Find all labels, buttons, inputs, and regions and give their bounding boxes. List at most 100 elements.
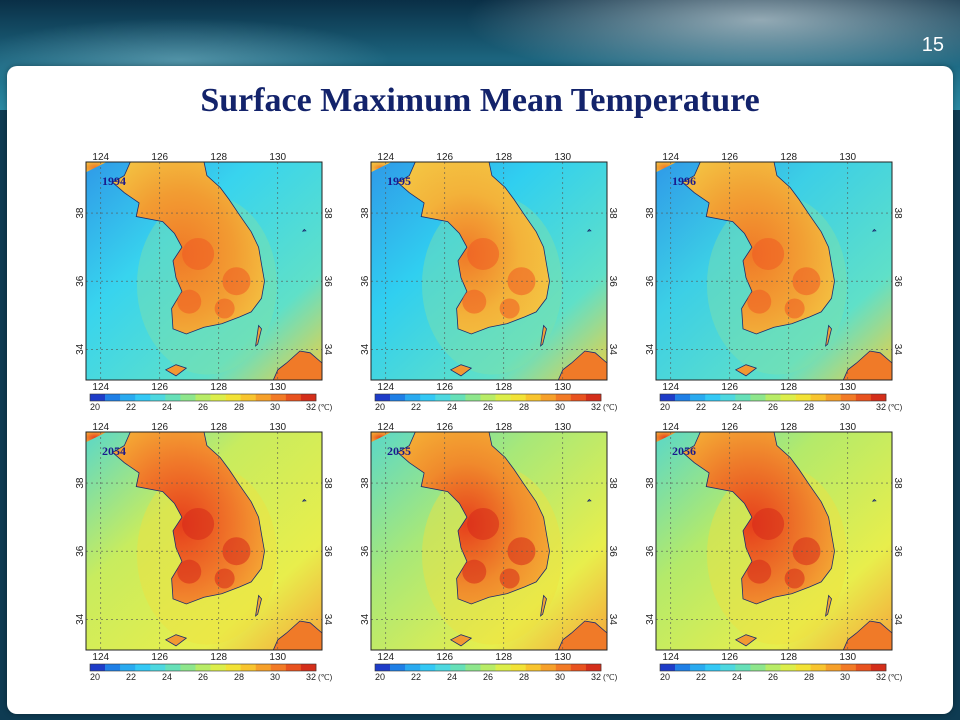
latitude-tick-right: 34 — [892, 344, 903, 356]
jeju-island — [734, 364, 758, 377]
colorbar-tick-label: 22 — [411, 402, 421, 412]
colorbar-swatch — [540, 394, 557, 401]
colorbar-tick-label: 22 — [126, 672, 136, 682]
colorbar-swatch — [225, 664, 241, 671]
colorbar-swatch — [780, 664, 796, 671]
latitude-tick-right: 34 — [322, 614, 333, 626]
china-landmass — [86, 432, 107, 443]
latitude-tick-left: 38 — [361, 207, 371, 219]
colorbar-tick-label: 26 — [768, 672, 778, 682]
longitude-tick-bottom: 130 — [554, 652, 571, 663]
latitude-tick-right: 38 — [607, 478, 618, 490]
colorbar-tick-label: 28 — [234, 402, 244, 412]
colorbar-tick-label: 30 — [270, 672, 280, 682]
colorbar-unit: (℃) — [888, 673, 903, 682]
colorbar-swatch — [525, 664, 542, 671]
colorbar-tick-label: 20 — [375, 672, 385, 682]
page-number: 15 — [921, 34, 944, 56]
ulleung-island — [586, 228, 592, 232]
colorbar-swatch — [285, 394, 302, 401]
colorbar-tick-label: 24 — [162, 402, 172, 412]
colorbar-swatch — [465, 394, 481, 401]
longitude-tick-top: 130 — [839, 152, 856, 163]
latitude-tick-right: 36 — [892, 276, 903, 288]
map-frame — [370, 431, 608, 651]
hot-spot — [747, 559, 772, 584]
china-landmass — [371, 162, 392, 173]
longitude-tick-bottom: 130 — [269, 382, 286, 393]
longitude-tick-bottom: 128 — [210, 652, 227, 663]
longitude-tick-bottom: 124 — [92, 652, 109, 663]
latitude-tick-left: 34 — [646, 343, 656, 355]
tsushima-island — [825, 594, 832, 617]
hot-spot — [467, 507, 500, 540]
colorbar-swatch — [570, 664, 587, 671]
temperature-map-1995: 124 124 126 126 128 128 130 130 38 38 36 36 34 34 20 22… — [361, 152, 633, 424]
colorbar-swatch — [270, 394, 287, 401]
longitude-tick-top: 124 — [662, 152, 679, 163]
map-figure: 124 124 126 126 128 128 130 130 38 38 36 36 34 34 20 22… — [361, 152, 618, 412]
colorbar-swatch — [270, 664, 287, 671]
colorbar-swatch — [300, 394, 317, 401]
latitude-tick-right: 34 — [607, 344, 618, 356]
colorbar-swatch — [855, 664, 872, 671]
latitude-tick-right: 34 — [322, 344, 333, 356]
colorbar-swatch — [165, 664, 181, 671]
colorbar-tick-label: 32 — [591, 672, 601, 682]
colorbar-swatch — [810, 664, 827, 671]
colorbar-swatch — [495, 664, 511, 671]
colorbar-swatch — [375, 664, 391, 671]
colorbar-swatch — [285, 664, 302, 671]
colorbar-tick-label: 20 — [90, 672, 100, 682]
colorbar-swatch — [660, 664, 676, 671]
longitude-tick-top: 128 — [210, 422, 227, 433]
latitude-tick-left: 34 — [646, 613, 656, 625]
colorbar-tick-label: 20 — [660, 672, 670, 682]
colorbar-tick-label: 26 — [198, 672, 208, 682]
colorbar-swatch — [90, 664, 106, 671]
colorbar-swatch — [540, 664, 557, 671]
colorbar-swatch — [420, 664, 436, 671]
tsushima-island — [825, 324, 832, 347]
hot-spot — [462, 559, 487, 584]
longitude-tick-bottom: 128 — [210, 382, 227, 393]
colorbar-swatch — [210, 664, 226, 671]
map-figure: 124 124 126 126 128 128 130 130 38 38 36 36 34 34 20 22… — [76, 152, 333, 412]
colorbar-swatch — [195, 394, 211, 401]
colorbar-swatch — [375, 394, 391, 401]
longitude-tick-top: 128 — [495, 152, 512, 163]
year-label: 1995 — [387, 174, 411, 188]
hot-spot — [177, 559, 202, 584]
longitude-tick-bottom: 128 — [780, 652, 797, 663]
china-landmass — [656, 432, 677, 443]
ulleung-island — [301, 498, 307, 502]
longitude-tick-bottom: 130 — [839, 382, 856, 393]
colorbar-swatch — [585, 664, 602, 671]
latitude-tick-right: 38 — [322, 478, 333, 490]
map-frame — [655, 161, 893, 381]
colorbar-swatch — [510, 394, 526, 401]
hot-spot — [462, 289, 487, 314]
colorbar-tick-label: 24 — [162, 672, 172, 682]
colorbar-tick-label: 28 — [804, 672, 814, 682]
year-label: 2055 — [387, 444, 411, 458]
longitude-tick-bottom: 130 — [839, 652, 856, 663]
colorbar-unit: (℃) — [888, 403, 903, 412]
colorbar-swatch — [450, 394, 466, 401]
longitude-tick-bottom: 126 — [721, 652, 738, 663]
longitude-tick-bottom: 124 — [662, 382, 679, 393]
colorbar-swatch — [750, 664, 766, 671]
latitude-tick-left: 38 — [646, 207, 656, 219]
colorbar-swatch — [795, 664, 811, 671]
colorbar-swatch — [870, 394, 887, 401]
colorbar-tick-label: 26 — [483, 402, 493, 412]
latitude-tick-left: 38 — [76, 207, 86, 219]
map-frame — [655, 431, 893, 651]
colorbar-tick-label: 28 — [804, 402, 814, 412]
colorbar-tick-label: 26 — [198, 402, 208, 412]
colorbar-swatch — [135, 664, 151, 671]
colorbar-frame — [659, 663, 887, 672]
temperature-map-2054: 124 124 126 126 128 128 130 130 38 38 36 36 34 34 20 22… — [76, 422, 348, 694]
colorbar-tick-label: 32 — [876, 402, 886, 412]
colorbar-swatch — [435, 664, 451, 671]
